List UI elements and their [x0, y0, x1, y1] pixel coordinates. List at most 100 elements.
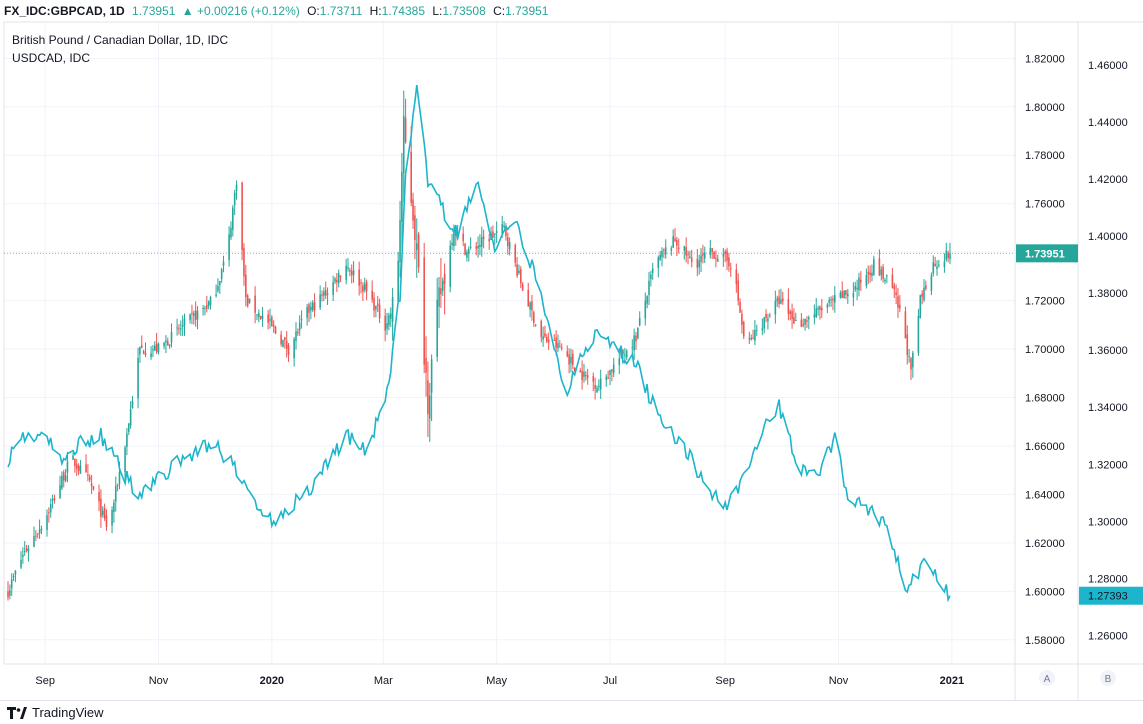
- candle-body: [624, 354, 626, 356]
- scale-button-a[interactable]: [1039, 670, 1055, 686]
- candle-body: [49, 504, 52, 513]
- candle-body: [222, 261, 225, 266]
- candle-body: [64, 475, 67, 481]
- candle-body: [124, 447, 126, 473]
- low-label: L:: [432, 4, 443, 18]
- candle-body: [739, 301, 741, 313]
- candle-body: [806, 320, 808, 322]
- candle-body: [388, 315, 390, 326]
- candle-body: [254, 295, 256, 313]
- candle-body: [324, 290, 327, 296]
- candle-body: [674, 238, 676, 242]
- last-price-marker-right: [1079, 586, 1143, 605]
- candle-body: [703, 252, 706, 259]
- candle-body: [423, 257, 425, 365]
- candle-body: [780, 299, 782, 304]
- candle-body: [90, 483, 93, 487]
- candle-body: [728, 257, 730, 267]
- main-series-legend[interactable]: British Pound / Canadian Dollar, 1D, IDC: [12, 33, 229, 47]
- candle-body: [33, 536, 35, 547]
- candle-body: [347, 267, 349, 269]
- left-axis-tick-label: 1.78000: [1025, 150, 1065, 162]
- candle-body: [220, 269, 223, 280]
- candle-body: [579, 370, 582, 373]
- candle-body: [280, 334, 282, 345]
- candle-body: [633, 335, 635, 351]
- candle-body: [529, 302, 531, 310]
- chart-axes: Sep Nov 2020 Mar May Jul Sep Nov 2021 1.82000 1.80…: [3, 21, 1143, 700]
- candle-body: [40, 528, 43, 531]
- candle-body: [700, 255, 702, 262]
- candle-body: [414, 215, 416, 241]
- candle-body: [936, 266, 938, 270]
- candle-body: [813, 314, 816, 318]
- candle-body: [38, 529, 41, 534]
- candle-body: [144, 352, 147, 355]
- candle-body: [9, 590, 11, 596]
- candle-body: [726, 250, 728, 261]
- candle-body: [910, 358, 912, 370]
- candle-body: [87, 474, 89, 476]
- candle-body: [430, 359, 433, 393]
- right-axis-tick-label: 1.26000: [1088, 630, 1128, 642]
- right-axis-tick-label: 1.44000: [1088, 117, 1128, 129]
- candle-body: [85, 464, 87, 473]
- candle-body: [882, 267, 884, 279]
- candle-body: [566, 351, 569, 357]
- left-axis-tick-label: 1.72000: [1025, 296, 1065, 308]
- left-axis-tick-label: 1.70000: [1025, 344, 1065, 356]
- candle-body: [256, 314, 258, 316]
- candle-body: [150, 353, 152, 358]
- candle-body: [384, 315, 386, 331]
- candle-body: [12, 576, 15, 578]
- candle-body: [752, 337, 754, 339]
- candle-body: [415, 243, 418, 250]
- candle-body: [425, 357, 427, 373]
- candle-body: [27, 548, 30, 552]
- candle-body: [362, 285, 364, 292]
- candle-body: [934, 263, 936, 266]
- candle-body: [737, 280, 739, 301]
- candle-body: [339, 275, 342, 277]
- candle-body: [542, 336, 544, 340]
- candle-body: [839, 292, 842, 298]
- candle-body: [101, 510, 104, 516]
- candle-body: [895, 292, 897, 296]
- candle-body: [938, 264, 940, 266]
- candle-body: [776, 298, 779, 302]
- candle-body: [930, 275, 933, 291]
- candle-body: [428, 395, 431, 419]
- candle-body: [140, 345, 143, 348]
- candle-body: [547, 339, 550, 343]
- candle-body: [607, 377, 609, 379]
- tradingview-brand[interactable]: TradingView: [32, 705, 104, 720]
- candle-body: [715, 258, 717, 260]
- left-axis-tick-label: 1.60000: [1025, 586, 1065, 598]
- compare-series-legend[interactable]: USDCAD, IDC: [12, 51, 91, 65]
- up-arrow-icon: ▲: [181, 4, 194, 18]
- left-axis-tick-label: 1.68000: [1025, 393, 1065, 405]
- candle-body: [620, 350, 622, 356]
- symbol-title[interactable]: FX_IDC:GBPCAD, 1D: [4, 4, 125, 18]
- candle-body: [800, 319, 803, 327]
- scale-button-b[interactable]: [1100, 670, 1116, 686]
- candle-body: [925, 285, 927, 289]
- candle-body: [594, 385, 596, 389]
- left-axis-tick-label: 1.80000: [1025, 102, 1065, 114]
- x-tick-label: May: [486, 675, 507, 687]
- candle-body: [427, 380, 429, 415]
- candle-body: [834, 295, 836, 303]
- candle-body: [157, 343, 160, 353]
- candle-body: [217, 285, 219, 292]
- candle-body: [243, 247, 245, 277]
- candle-body: [274, 326, 277, 334]
- candle-body: [516, 264, 518, 276]
- price-chart[interactable]: Sep Nov 2020 Mar May Jul Sep Nov 2021 1.82000 1.80…: [0, 0, 1143, 700]
- candle-body: [477, 246, 479, 249]
- candle-body: [534, 324, 537, 326]
- candle-body: [724, 251, 726, 255]
- candle-body: [943, 261, 946, 268]
- candle-body: [127, 423, 130, 432]
- left-axis-tick-label: 1.82000: [1025, 53, 1065, 65]
- right-axis-tick-label: 1.28000: [1088, 573, 1128, 585]
